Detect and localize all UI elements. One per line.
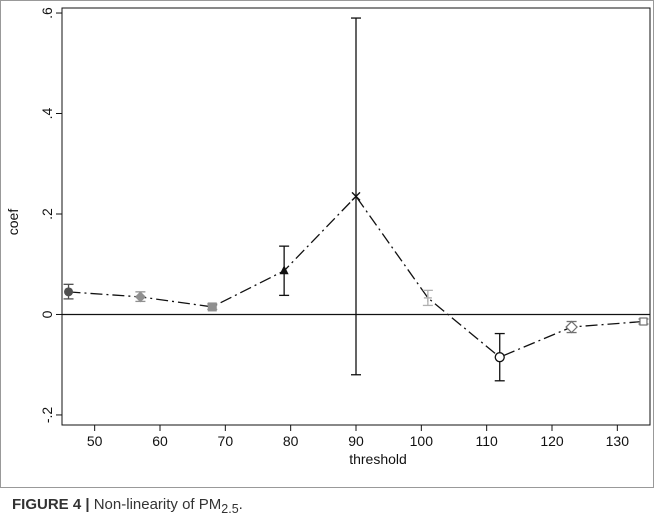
point-marker bbox=[279, 265, 289, 275]
point-marker bbox=[639, 317, 648, 326]
point-marker-stroke bbox=[351, 191, 361, 201]
data-point bbox=[351, 17, 361, 376]
x-tick-label: 100 bbox=[410, 433, 434, 449]
y-tick-label: 0 bbox=[39, 310, 55, 318]
y-axis-title: coef bbox=[5, 209, 21, 236]
y-tick-label: -.2 bbox=[39, 407, 55, 424]
series-line bbox=[68, 195, 644, 358]
x-tick-label: 90 bbox=[348, 433, 364, 449]
point-marker bbox=[565, 320, 578, 334]
data-point bbox=[565, 320, 578, 334]
y-tick-label: .2 bbox=[39, 208, 55, 220]
data-marks bbox=[63, 17, 649, 382]
caption-text-end: . bbox=[238, 496, 243, 513]
data-point bbox=[638, 317, 649, 326]
point-marker bbox=[64, 287, 74, 297]
data-point bbox=[207, 302, 218, 312]
data-point bbox=[279, 245, 290, 297]
x-tick-label: 70 bbox=[218, 433, 234, 449]
caption-subscript: 2.5 bbox=[221, 502, 239, 516]
y-axis: -.2 0 .2 .4 .6 bbox=[39, 7, 62, 423]
x-tick-label: 80 bbox=[283, 433, 299, 449]
data-point bbox=[63, 283, 74, 300]
x-tick-label: 110 bbox=[476, 433, 499, 449]
point-marker bbox=[494, 352, 505, 363]
caption-label: FIGURE 4 | bbox=[12, 496, 90, 513]
data-point bbox=[422, 289, 433, 307]
y-tick-label: .4 bbox=[39, 107, 55, 119]
data-point bbox=[494, 332, 505, 382]
x-axis-title: threshold bbox=[349, 451, 407, 467]
x-axis: 50 60 70 80 90 100 110 120 130 bbox=[87, 425, 629, 449]
x-tick-label: 120 bbox=[540, 433, 564, 449]
x-tick-label: 50 bbox=[87, 433, 103, 449]
caption-text: Non-linearity of PM bbox=[93, 496, 222, 513]
y-tick-label: .6 bbox=[39, 7, 55, 19]
data-point bbox=[134, 291, 146, 303]
point-marker bbox=[134, 291, 146, 303]
figure-caption: FIGURE 4 | Non-linearity of PM2.5. bbox=[12, 496, 243, 516]
point-marker bbox=[207, 302, 217, 312]
x-tick-label: 130 bbox=[606, 433, 630, 449]
figure-border bbox=[0, 0, 654, 488]
x-tick-label: 60 bbox=[152, 433, 168, 449]
